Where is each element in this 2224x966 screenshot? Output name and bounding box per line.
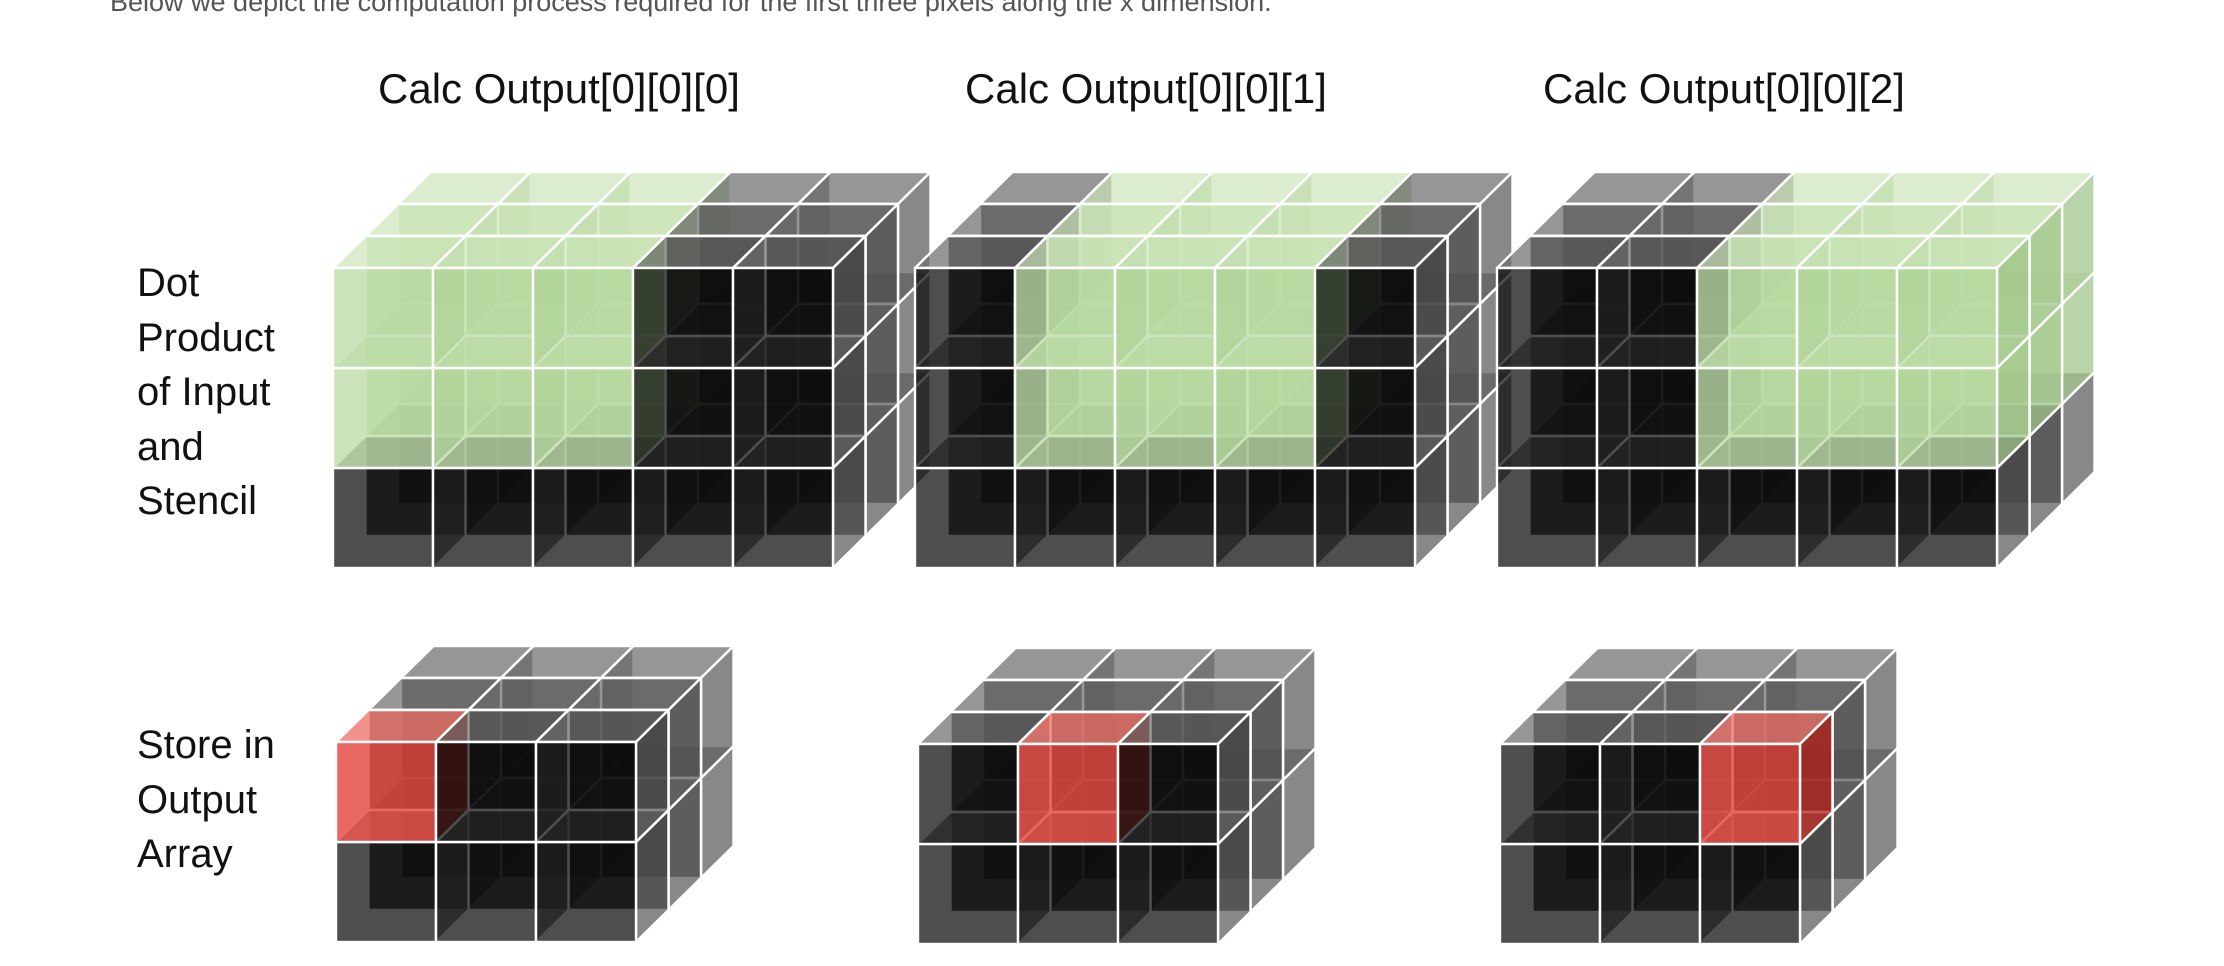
title-output-1: Calc Output[0][0][1]	[965, 65, 1327, 112]
label-dot-product-line: and	[137, 424, 204, 469]
input-grid-2	[1495, 170, 2096, 570]
label-dot-product-line: Dot	[137, 261, 200, 305]
grid-cube	[1313, 234, 1449, 370]
label-store-line: Output	[137, 777, 258, 822]
label-store-output: Store in Output Array	[137, 718, 275, 882]
input-grid-0	[331, 170, 932, 570]
label-dot-product-line: Stencil	[137, 479, 258, 523]
output-cube	[1698, 710, 1834, 846]
label-dot-product: Dot Product of Input and Stencil	[137, 256, 275, 529]
label-store-line: Store in	[137, 723, 275, 767]
input-grid-1	[913, 170, 1514, 570]
grid-cube	[1116, 710, 1252, 846]
output-grid-2	[1498, 646, 1899, 946]
label-dot-product-line: Product	[137, 315, 275, 360]
stencil-cube	[1895, 234, 2031, 370]
grid-cube	[534, 708, 670, 844]
grid-cube	[731, 234, 867, 370]
title-output-0: Calc Output[0][0][0]	[378, 65, 740, 112]
caption-text: Below we depict the computation process …	[110, 0, 1272, 17]
title-output-2: Calc Output[0][0][2]	[1543, 65, 1905, 112]
label-store-line: Array	[137, 832, 233, 876]
output-grid-1	[916, 646, 1317, 946]
label-dot-product-line: of Input	[137, 370, 271, 414]
output-grid-0	[334, 644, 735, 944]
